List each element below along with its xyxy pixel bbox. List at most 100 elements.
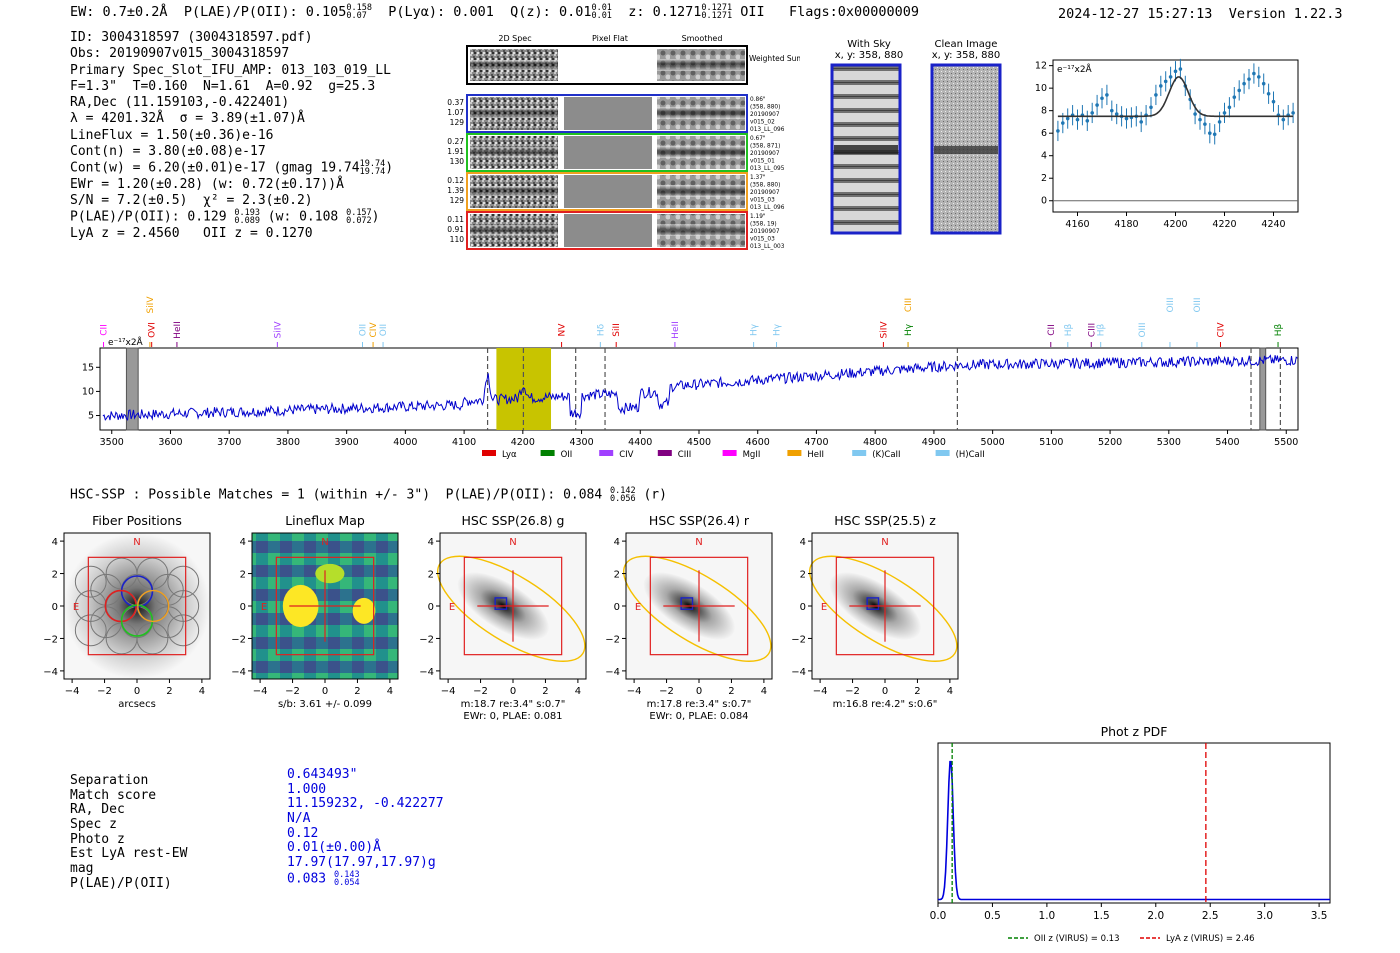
spectrum-line-label-25: Hβ xyxy=(1274,323,1284,336)
cutout-left-stat-2-2: 129 xyxy=(450,196,465,205)
cutout-right-info-2-2: 20190907 xyxy=(750,190,780,196)
spectrum-line-label-9: Hδ xyxy=(596,323,606,336)
info-plae-row: P(LAE)/P(OII): 0.129 0.193 0.089 (w: 0.10… xyxy=(70,208,380,227)
hsc-north-label-0: N xyxy=(133,537,140,548)
match-value-mag: 17.97(17.97,17.97)g xyxy=(287,855,436,871)
hsc-east-label-0: E xyxy=(73,602,79,613)
hsc-ytick-label-3-0: −4 xyxy=(605,667,620,678)
spectrum-legend-label-0: Lyα xyxy=(502,450,517,460)
line-fit-point-12 xyxy=(1114,112,1119,116)
cutout-left-stat-1-2: 130 xyxy=(450,157,465,166)
spectrum-legend-swatch-1 xyxy=(540,450,555,456)
cutout-left-stat-1-0: 0.27 xyxy=(447,137,464,146)
weighted-sum-label: Weighted Sum xyxy=(749,54,800,63)
hsc-panel-title-1: Lineflux Map xyxy=(285,513,365,528)
hsc-xtick-label-4-3: 2 xyxy=(914,686,920,697)
match-labels: Separation Match score RA, Dec Spec z Ph… xyxy=(70,773,187,892)
hsc-xtick-label-4-0: −4 xyxy=(813,686,828,697)
line-fit-point-32 xyxy=(1212,132,1217,137)
line-fit-point-6 xyxy=(1085,119,1090,123)
spectrum-legend-swatch-3 xyxy=(657,450,672,456)
header-summary: EW: 0.7±0.2Å P(LAE)/P(OII): 0.1050.158 0.… xyxy=(70,4,919,21)
cutout-header-2d: 2D Spec xyxy=(498,34,531,43)
with-sky-coords: x, y: 358, 880 xyxy=(835,50,904,61)
spectrum-ylabel: e⁻¹⁷x2Å xyxy=(108,336,144,348)
line-fit-point-29 xyxy=(1198,117,1202,122)
hsc-xtick-label-2-2: 0 xyxy=(510,686,516,697)
header-z-line: OII xyxy=(740,4,765,20)
cutout-right-info-2-0: 1.37" xyxy=(750,175,766,181)
spectrum-trace xyxy=(102,354,1298,421)
spectrum-xtick-label-8: 4300 xyxy=(569,437,593,448)
hsc-xtick-label-2-4: 4 xyxy=(575,686,581,697)
spectrum-xtick-label-11: 4600 xyxy=(746,437,770,448)
line-fit-ytick-label-5: 10 xyxy=(1035,83,1047,94)
hsc-caption2-3: EWr: 0, PLAE: 0.084 xyxy=(649,711,748,722)
hsc-north-label-4: N xyxy=(881,537,888,548)
hsc-title-text: HSC-SSP : Possible Matches = 1 (within +… xyxy=(70,487,603,503)
cutout-smooth-band-0 xyxy=(657,107,745,119)
hsc-east-label-1: E xyxy=(261,602,267,613)
spectrum-line-label-17: CII xyxy=(1047,324,1057,336)
hsc-xtick-label-3-3: 2 xyxy=(728,686,734,697)
clean-image-coords: x, y: 358, 880 xyxy=(932,50,1001,61)
spectrum-line-label-5: OII xyxy=(359,324,369,336)
spectrum-legend-label-3: CIII xyxy=(678,450,691,460)
hsc-ytick-label-2-2: 0 xyxy=(428,602,434,613)
hsc-title-hi: 0.142 xyxy=(610,486,636,496)
cutout-left-stat-0-1: 1.07 xyxy=(447,108,464,117)
hsc-ytick-label-0-3: 2 xyxy=(52,570,58,581)
spectrum-legend-label-5: HeII xyxy=(807,450,824,460)
spectrum-legend-swatch-5 xyxy=(787,450,802,456)
cutout-right-info-3-1: (358, 19) xyxy=(750,222,777,228)
line-fit-point-14 xyxy=(1124,116,1129,121)
line-fit-point-11 xyxy=(1110,108,1114,113)
hsc-ytick-label-2-1: −2 xyxy=(419,634,434,645)
header-timestamp: 2024-12-27 15:27:13 Version 1.22.3 xyxy=(1058,6,1343,22)
spectrum-line-label-20: Hβ xyxy=(1097,323,1107,336)
spectrum-xtick-label-1: 3600 xyxy=(158,437,182,448)
match-value-separation: 0.643493" xyxy=(287,767,358,782)
photz-pdf-curve xyxy=(938,760,1330,901)
spectrum-xtick-label-13: 4800 xyxy=(863,437,887,448)
info-plae-lo: 0.089 xyxy=(234,216,260,227)
spectrum-xtick-label-0: 3500 xyxy=(100,437,124,448)
info-id: ID: 3004318597 (3004318597.pdf) xyxy=(70,30,313,45)
line-fit-point-46 xyxy=(1281,117,1286,122)
cutout-smooth-band-2 xyxy=(657,185,745,197)
cutout-smooth-band-3 xyxy=(657,224,745,236)
hsc-ytick-label-3-1: −2 xyxy=(605,634,620,645)
fiber-circle-15 xyxy=(167,614,200,647)
hsc-panel-title-4: HSC SSP(25.5) z xyxy=(834,513,936,528)
line-fit-point-34 xyxy=(1222,111,1227,115)
hsc-panel-title-2: HSC SSP(26.8) g xyxy=(462,513,565,528)
cutout-right-info-2-1: (358, 880) xyxy=(750,183,780,189)
info-plae: P(LAE)/P(OII): 0.129 xyxy=(70,209,227,225)
hsc-xtick-label-2-3: 2 xyxy=(542,686,548,697)
spectrum-xtick-label-4: 3900 xyxy=(335,437,359,448)
cutout-flat-image-1 xyxy=(564,136,652,169)
hsc-panel-title-3: HSC SSP(26.4) r xyxy=(649,513,750,528)
hsc-ytick-label-3-2: 0 xyxy=(614,602,620,613)
hsc-search-box-1 xyxy=(275,556,375,656)
cutout-right-info-1-1: (358, 871) xyxy=(750,144,780,150)
fiber-circle-16 xyxy=(74,614,107,647)
spectrum-line-label-0: CII xyxy=(100,324,110,336)
match-label-separation: Separation xyxy=(70,773,149,788)
header-datetime: 2024-12-27 15:27:13 xyxy=(1058,6,1213,22)
hsc-ytick-label-1-4: 4 xyxy=(240,537,246,548)
hsc-ytick-label-1-0: −4 xyxy=(231,667,246,678)
fiber-circle-green xyxy=(120,604,154,637)
line-fit-xtick-label-1: 4180 xyxy=(1114,219,1138,230)
match-value-specz: N/A xyxy=(287,811,311,827)
header-plae-lo: 0.07 xyxy=(346,11,367,21)
spectrum-xtick-label-14: 4900 xyxy=(922,437,946,448)
spectrum-line-label-18: Hβ xyxy=(1064,323,1074,336)
line-fit-point-9 xyxy=(1100,96,1104,101)
hsc-ytick-label-2-0: −4 xyxy=(419,667,434,678)
line-fit-point-35 xyxy=(1227,105,1232,110)
spectrum-line-label-11: HeII xyxy=(671,321,681,339)
line-fit-model-curve xyxy=(1057,76,1294,118)
match-value-plae: 0.083 xyxy=(287,871,327,887)
